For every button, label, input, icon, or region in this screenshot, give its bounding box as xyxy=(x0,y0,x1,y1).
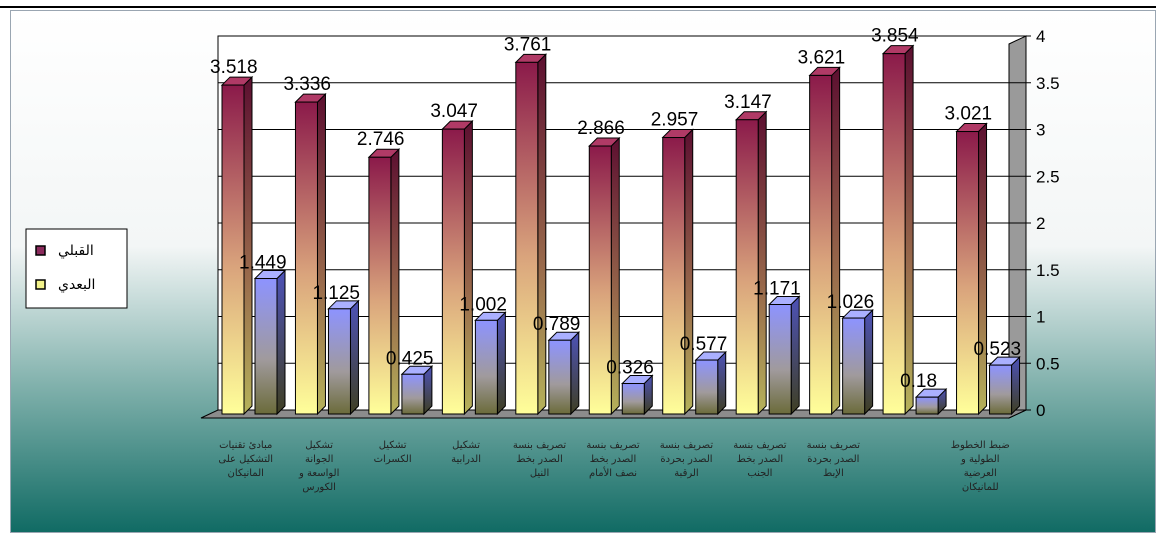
bar-series-2 xyxy=(400,365,434,416)
bar-series-2 xyxy=(547,331,581,416)
bar-series-1 xyxy=(808,66,841,416)
data-label: 3.021 xyxy=(945,104,993,125)
data-label: 3.621 xyxy=(798,47,846,68)
data-label: 2.957 xyxy=(651,110,699,131)
x-category-label: تصريف بنسة الصدر بحردة الإبط xyxy=(807,440,861,479)
legend-label-series-2: البعدي xyxy=(58,277,95,293)
bar-series-2 xyxy=(253,269,287,416)
y-tick-label: 4 xyxy=(1036,27,1045,46)
x-category-label: تشكيل الكسرات xyxy=(374,440,412,465)
top-border-line xyxy=(0,0,1156,8)
data-label: 0.326 xyxy=(606,358,654,379)
x-category-label: تصريف بنسة الصدر بخط الجنب xyxy=(733,440,787,479)
data-label: 1.002 xyxy=(459,294,507,315)
x-category-label: تشكيل الجوانة الواسعة و الكورس xyxy=(298,440,339,493)
y-tick-label: 0.5 xyxy=(1036,354,1060,373)
data-label: 1.026 xyxy=(827,292,875,313)
y-tick-label: 1 xyxy=(1036,308,1045,327)
data-label: 0.577 xyxy=(680,334,728,355)
bar-series-1 xyxy=(881,44,915,416)
x-category-label: تصريف بنسة الصدر بخط النيل xyxy=(513,440,567,479)
bar-series-1 xyxy=(734,110,768,416)
bar-series-2 xyxy=(474,311,507,416)
y-tick-label: 3.5 xyxy=(1036,74,1060,93)
bar-series-2 xyxy=(914,387,948,416)
data-label: 0.18 xyxy=(900,371,937,392)
y-tick-label: 1.5 xyxy=(1036,261,1060,280)
bar-series-1 xyxy=(588,136,621,416)
data-label: 2.746 xyxy=(357,129,405,150)
bar-series-1 xyxy=(294,92,327,416)
x-category-label: مبادئ تقنيات التشكيل على المانيكان xyxy=(218,440,273,479)
y-tick-label: 0 xyxy=(1036,401,1045,420)
bar-series-1 xyxy=(220,75,254,416)
data-label: 3.854 xyxy=(871,26,919,47)
data-label: 3.518 xyxy=(210,57,258,78)
data-label: 3.147 xyxy=(724,92,772,113)
legend-swatch-series-1 xyxy=(35,245,46,256)
data-label: 3.047 xyxy=(430,101,478,122)
data-label: 2.866 xyxy=(577,118,625,139)
bar-series-1 xyxy=(367,148,401,416)
data-label: 3.761 xyxy=(504,34,552,55)
y-tick-label: 3 xyxy=(1036,121,1045,140)
data-label: 0.523 xyxy=(974,339,1022,360)
bar-series-2 xyxy=(621,374,654,416)
data-label: 3.336 xyxy=(283,74,331,95)
data-label: 1.171 xyxy=(753,279,801,300)
chart-legend: القبلي البعدي xyxy=(25,228,128,309)
x-category-label: تصريف بنسة الصدر بحردة الرقبة xyxy=(660,440,714,479)
bar-series-1 xyxy=(955,122,988,416)
bar-chart: 0 0.5 1 1.5 2 2.5 3 3.5 4 3.518 1.449 مبادئ تقنيات ا… xyxy=(11,11,1155,532)
data-label: 1.125 xyxy=(312,283,360,304)
data-label: 1.449 xyxy=(239,253,287,274)
data-label: 0.425 xyxy=(386,348,434,369)
bar-series-2 xyxy=(327,299,360,416)
chart-frame: 0 0.5 1 1.5 2 2.5 3 3.5 4 3.518 1.449 مبادئ تقنيات ا… xyxy=(10,10,1156,533)
x-category-label: ضبط الخطوط الطولية و العرضية للمانيكان xyxy=(951,440,1010,493)
x-category-label: تشكيل الدرابية xyxy=(451,440,481,465)
bar-series-2 xyxy=(767,295,801,416)
bar-series-1 xyxy=(661,128,694,416)
legend-label-series-1: القبلي xyxy=(58,243,94,259)
data-label: 0.789 xyxy=(533,314,581,335)
bar-series-2 xyxy=(841,308,874,416)
bar-series-2 xyxy=(694,350,727,416)
y-tick-label: 2.5 xyxy=(1036,167,1060,186)
bar-series-1 xyxy=(441,119,474,416)
legend-swatch-series-2 xyxy=(35,279,46,290)
bar-series-1 xyxy=(514,53,548,416)
bar-series-2 xyxy=(988,355,1021,416)
y-tick-label: 2 xyxy=(1036,214,1045,233)
x-category-label: تصريف بنسة الصدر بخط نصف الأمام xyxy=(586,440,640,479)
